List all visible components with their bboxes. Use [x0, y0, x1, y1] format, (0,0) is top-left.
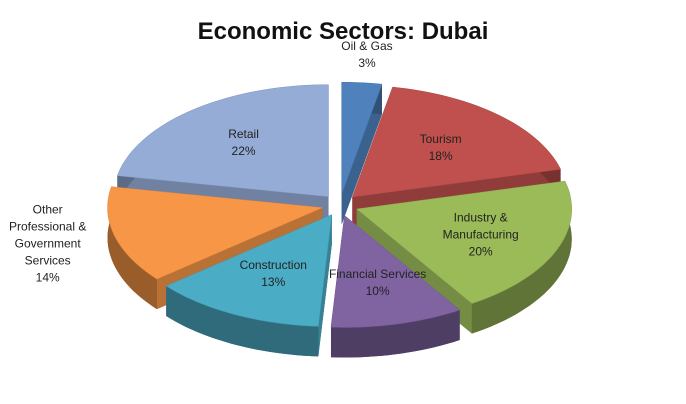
- category-label: Financial Services: [328, 266, 427, 281]
- slice: [107, 186, 324, 280]
- value-label: 14%: [35, 270, 60, 285]
- slice: [330, 214, 461, 328]
- value-label: 13%: [261, 275, 286, 290]
- category-label: Industry & Manufacturing: [442, 210, 519, 242]
- value-label: 20%: [468, 244, 493, 259]
- slice-rim: [471, 181, 572, 334]
- category-label: Retail: [228, 127, 259, 142]
- slice-rim: [331, 310, 460, 358]
- value-label: 22%: [231, 144, 256, 159]
- data-label: Industry & Manufacturing 20%: [428, 209, 533, 260]
- data-label: Construction 13%: [218, 257, 328, 291]
- slice: [341, 81, 383, 195]
- category-label: Construction: [239, 258, 307, 273]
- slice-rim: [107, 186, 157, 310]
- data-label: Retail 22%: [199, 126, 289, 160]
- value-label: 18%: [428, 149, 453, 164]
- value-label: 3%: [358, 55, 376, 70]
- slice-rim: [166, 286, 319, 357]
- category-label: Other Professional & Government Services: [8, 202, 87, 268]
- data-label: Tourism 18%: [396, 131, 486, 165]
- category-label: Tourism: [419, 132, 462, 147]
- slice: [356, 180, 572, 304]
- slice-wall: [341, 84, 382, 225]
- data-label: Other Professional & Government Services…: [0, 202, 95, 287]
- chart-title: Economic Sectors: Dubai: [197, 18, 489, 45]
- slice: [165, 214, 333, 327]
- slice-wall: [318, 214, 332, 357]
- value-label: 10%: [365, 283, 390, 298]
- data-label: Financial Services 10%: [313, 266, 443, 300]
- data-label: Oil & Gas 3%: [322, 38, 412, 72]
- slice: [351, 86, 561, 198]
- category-label: Oil & Gas: [341, 38, 393, 53]
- slice: [116, 84, 329, 197]
